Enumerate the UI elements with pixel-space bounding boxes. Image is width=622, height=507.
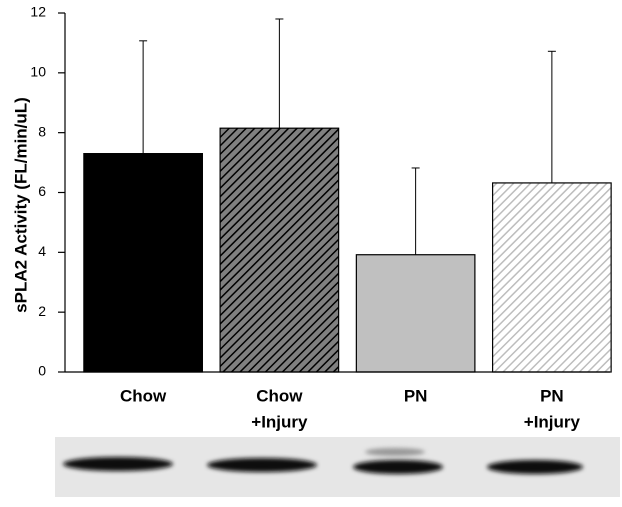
y-axis-label: sPLA2 Activity (FL/min/uL) bbox=[11, 97, 30, 313]
bar bbox=[492, 182, 612, 373]
western-blot bbox=[55, 437, 620, 497]
y-tick-label: 8 bbox=[38, 123, 46, 139]
x-tick-label: +Injury bbox=[524, 412, 581, 431]
x-tick-label: Chow bbox=[256, 386, 303, 405]
bar bbox=[355, 254, 476, 373]
x-tick-label: PN bbox=[540, 386, 564, 405]
y-tick-label: 6 bbox=[38, 183, 46, 199]
x-tick-label: Chow bbox=[120, 386, 167, 405]
y-tick-label: 4 bbox=[38, 243, 46, 259]
bar bbox=[219, 127, 340, 373]
blot-band bbox=[353, 460, 443, 474]
x-tick-label: +Injury bbox=[251, 412, 308, 431]
y-tick-label: 2 bbox=[38, 303, 46, 319]
blot-band bbox=[207, 458, 317, 472]
x-tick-label: PN bbox=[404, 386, 428, 405]
blot-smear bbox=[365, 448, 425, 456]
blot-band bbox=[63, 457, 173, 471]
y-tick-label: 12 bbox=[30, 4, 46, 20]
blot-band bbox=[487, 460, 583, 474]
y-tick-label: 0 bbox=[38, 363, 46, 379]
y-tick-label: 10 bbox=[30, 64, 46, 80]
bar bbox=[83, 153, 203, 373]
